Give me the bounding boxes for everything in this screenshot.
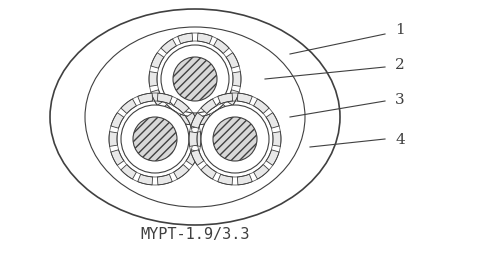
Polygon shape	[201, 165, 216, 179]
Polygon shape	[109, 132, 117, 147]
Polygon shape	[191, 150, 204, 166]
Polygon shape	[226, 53, 239, 69]
Polygon shape	[253, 100, 268, 114]
Circle shape	[133, 118, 177, 161]
Polygon shape	[137, 174, 152, 185]
Polygon shape	[151, 53, 164, 69]
Circle shape	[213, 118, 256, 161]
Text: 3: 3	[395, 93, 404, 107]
Polygon shape	[253, 165, 268, 179]
Polygon shape	[217, 174, 232, 185]
Polygon shape	[197, 115, 212, 125]
Polygon shape	[189, 132, 197, 147]
Polygon shape	[157, 174, 172, 185]
Polygon shape	[120, 100, 136, 114]
Text: MYPT-1.9/3.3: MYPT-1.9/3.3	[140, 227, 249, 242]
Polygon shape	[120, 165, 136, 179]
Polygon shape	[173, 100, 189, 114]
Polygon shape	[157, 94, 172, 104]
Polygon shape	[186, 113, 199, 129]
Polygon shape	[191, 113, 204, 129]
Polygon shape	[177, 115, 192, 125]
Polygon shape	[161, 105, 176, 120]
Text: 2: 2	[394, 58, 404, 72]
Polygon shape	[197, 34, 212, 45]
Ellipse shape	[85, 28, 304, 207]
Circle shape	[201, 106, 268, 173]
Polygon shape	[177, 34, 192, 45]
Polygon shape	[237, 94, 252, 104]
Polygon shape	[149, 72, 157, 87]
Polygon shape	[192, 132, 201, 147]
Circle shape	[161, 46, 228, 114]
Polygon shape	[137, 94, 152, 104]
Polygon shape	[151, 90, 164, 106]
Circle shape	[173, 58, 216, 102]
Polygon shape	[213, 40, 228, 54]
Polygon shape	[217, 94, 232, 104]
Text: 1: 1	[394, 23, 404, 37]
Polygon shape	[186, 150, 199, 166]
Polygon shape	[237, 174, 252, 185]
Polygon shape	[232, 72, 240, 87]
Polygon shape	[265, 150, 278, 166]
Text: 4: 4	[394, 133, 404, 146]
Polygon shape	[161, 40, 176, 54]
Polygon shape	[213, 105, 228, 120]
Polygon shape	[201, 100, 216, 114]
Polygon shape	[111, 113, 124, 129]
Polygon shape	[111, 150, 124, 166]
Polygon shape	[226, 90, 239, 106]
Ellipse shape	[50, 10, 339, 225]
Polygon shape	[272, 132, 280, 147]
Polygon shape	[173, 165, 189, 179]
Circle shape	[121, 106, 189, 173]
Polygon shape	[265, 113, 278, 129]
